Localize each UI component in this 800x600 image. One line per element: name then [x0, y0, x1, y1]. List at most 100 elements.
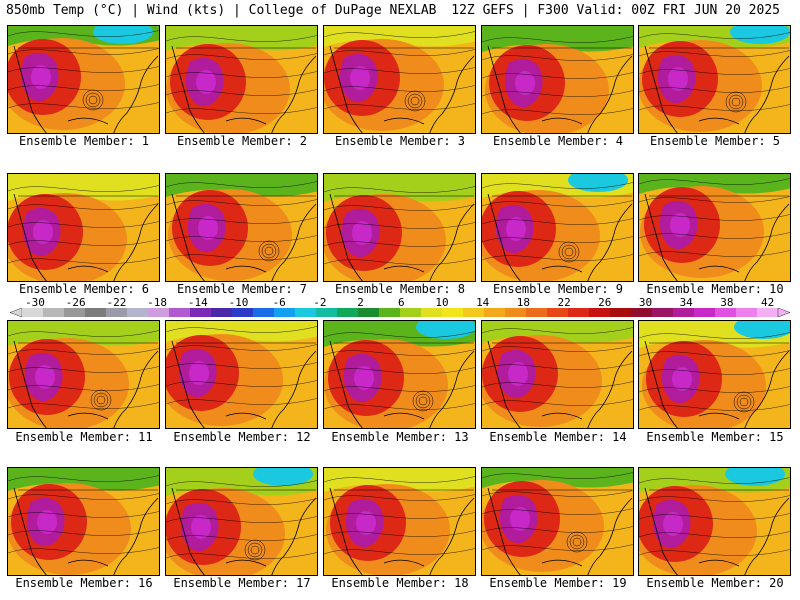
temperature-colorbar — [10, 308, 790, 317]
colorbar-tick-label: 6 — [397, 296, 405, 309]
colorbar-swatch — [463, 308, 485, 317]
ensemble-panel-13 — [323, 320, 476, 429]
temperature-map — [324, 468, 475, 575]
colorbar-swatch — [232, 308, 254, 317]
ensemble-member-label: Ensemble Member: 11 — [15, 430, 153, 444]
ensemble-panel-2 — [165, 25, 318, 134]
ensemble-panel-12 — [165, 320, 318, 429]
ensemble-panel-15 — [638, 320, 791, 429]
temperature-map — [8, 321, 159, 428]
colorbar-swatch — [337, 308, 359, 317]
colorbar-swatch — [253, 308, 275, 317]
colorbar-swatch — [148, 308, 170, 317]
colorbar-swatch — [106, 308, 128, 317]
ensemble-panel-3 — [323, 25, 476, 134]
ensemble-member-label: Ensemble Member: 12 — [173, 430, 311, 444]
temperature-map — [482, 321, 633, 428]
ensemble-panel-19 — [481, 467, 634, 576]
colorbar-tick-label: 14 — [476, 296, 490, 309]
colorbar-tick-label: -6 — [272, 296, 286, 309]
ensemble-panel-17 — [165, 467, 318, 576]
temperature-map — [639, 26, 790, 133]
colorbar-swatch — [631, 308, 653, 317]
colorbar-swatch — [547, 308, 569, 317]
ensemble-member-label: Ensemble Member: 18 — [331, 576, 469, 590]
colorbar-swatch — [379, 308, 401, 317]
colorbar-tick-label: -10 — [228, 296, 249, 309]
ensemble-member-label: Ensemble Member: 17 — [173, 576, 311, 590]
colorbar-swatch — [442, 308, 464, 317]
colorbar-swatch — [673, 308, 695, 317]
temperature-map — [8, 26, 159, 133]
run-valid-time: 12Z GEFS | F300 Valid: 00Z FRI JUN 20 20… — [451, 3, 780, 18]
colorbar-swatch — [526, 308, 548, 317]
colorbar-swatch — [757, 308, 779, 317]
colorbar-tick-label: -14 — [187, 296, 208, 309]
colorbar-tick-label: -22 — [106, 296, 127, 309]
colorbar-swatch — [64, 308, 86, 317]
ensemble-member-label: Ensemble Member: 6 — [18, 282, 150, 296]
colorbar-swatch — [274, 308, 296, 317]
temperature-map — [8, 174, 159, 281]
colorbar-swatch — [715, 308, 737, 317]
colorbar-swatch — [316, 308, 338, 317]
ensemble-panel-14 — [481, 320, 634, 429]
colorbar-tick-label: 18 — [516, 296, 531, 309]
ensemble-member-label: Ensemble Member: 19 — [489, 576, 627, 590]
ensemble-member-label: Ensemble Member: 16 — [15, 576, 153, 590]
colorbar-swatch — [211, 308, 233, 317]
ensemble-panel-16 — [7, 467, 160, 576]
colorbar-tick-label: -18 — [147, 296, 168, 309]
colorbar-tick-label: 42 — [760, 296, 775, 309]
colorbar-swatch — [43, 308, 65, 317]
ensemble-member-label: Ensemble Member: 13 — [331, 430, 469, 444]
ensemble-member-label: Ensemble Member: 4 — [492, 134, 624, 148]
colorbar-swatch — [358, 308, 380, 317]
temperature-map — [324, 174, 475, 281]
ensemble-panel-9 — [481, 173, 634, 282]
temperature-map — [166, 26, 317, 133]
ensemble-panel-4 — [481, 25, 634, 134]
temperature-map — [482, 468, 633, 575]
colorbar-tick-label: -26 — [65, 296, 86, 309]
colorbar-swatch — [568, 308, 590, 317]
temperature-map — [639, 174, 790, 281]
temperature-map — [324, 321, 475, 428]
colorbar-tick-label: 38 — [720, 296, 734, 309]
ensemble-panel-6 — [7, 173, 160, 282]
colorbar-tick-label: 26 — [598, 296, 612, 309]
temperature-map — [166, 468, 317, 575]
ensemble-member-label: Ensemble Member: 5 — [649, 134, 781, 148]
colorbar-swatch — [85, 308, 107, 317]
ensemble-member-label: Ensemble Member: 1 — [18, 134, 150, 148]
ensemble-member-label: Ensemble Member: 15 — [646, 430, 784, 444]
colorbar-swatch — [400, 308, 422, 317]
temperature-map — [482, 174, 633, 281]
ensemble-panel-20 — [638, 467, 791, 576]
ensemble-member-label: Ensemble Member: 20 — [646, 576, 784, 590]
colorbar-swatch — [169, 308, 191, 317]
ensemble-panel-18 — [323, 467, 476, 576]
temperature-map — [8, 468, 159, 575]
colorbar-swatch — [484, 308, 506, 317]
chart-title: 850mb Temp (°C) | Wind (kts) | College o… — [6, 3, 437, 18]
colorbar-swatch — [421, 308, 443, 317]
ensemble-panel-11 — [7, 320, 160, 429]
temperature-map — [166, 174, 317, 281]
colorbar-swatch — [736, 308, 758, 317]
ensemble-member-label: Ensemble Member: 14 — [489, 430, 627, 444]
ensemble-member-label: Ensemble Member: 9 — [492, 282, 624, 296]
ensemble-member-label: Ensemble Member: 8 — [334, 282, 466, 296]
colorbar-tick-label: -30 — [25, 296, 45, 309]
ensemble-member-label: Ensemble Member: 7 — [176, 282, 308, 296]
colorbar-tick-label: 30 — [638, 296, 653, 309]
temperature-map — [166, 321, 317, 428]
ensemble-panel-10 — [638, 173, 791, 282]
colorbar-tick-label: 22 — [557, 296, 571, 309]
temperature-map — [639, 468, 790, 575]
temperature-map — [482, 26, 633, 133]
colorbar-tick-label: 34 — [679, 296, 693, 309]
ensemble-panel-5 — [638, 25, 791, 134]
colorbar-swatch — [610, 308, 632, 317]
colorbar-swatch — [694, 308, 716, 317]
